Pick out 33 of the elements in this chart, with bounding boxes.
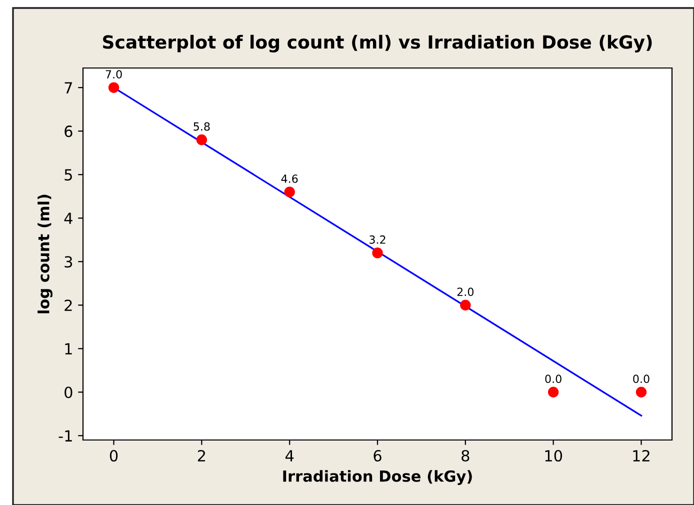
y-tick-label: 6 xyxy=(64,126,72,138)
y-tick-label: 7 xyxy=(64,82,72,94)
x-axis-title: Irradiation Dose (kGy) xyxy=(283,470,472,485)
x-tick-label: 2 xyxy=(198,450,206,462)
data-label: 4.6 xyxy=(281,174,298,183)
y-tick-label: 1 xyxy=(65,343,72,354)
y-tick-label: 3 xyxy=(64,256,72,268)
y-axis-title: log count (ml) xyxy=(38,194,52,314)
x-tick-label: 6 xyxy=(374,450,382,462)
point xyxy=(196,134,208,146)
point xyxy=(108,82,120,93)
data-label: 0.0 xyxy=(633,374,650,384)
data-label: 0.0 xyxy=(545,374,562,384)
y-tick-label: -1 xyxy=(58,430,72,442)
data-label: 5.8 xyxy=(194,122,210,131)
x-tick-label: 12 xyxy=(633,450,650,462)
data-label: 3.2 xyxy=(370,235,386,244)
x-tick-label: 4 xyxy=(285,450,294,462)
point xyxy=(284,186,295,198)
point xyxy=(636,386,647,398)
point xyxy=(372,248,383,258)
x-tick-label: 0 xyxy=(110,450,118,462)
x-tick-label: 10 xyxy=(545,450,562,462)
chart-title: Scatterplot of log count (ml) vs Irradiation Dose (kGy) xyxy=(103,34,652,52)
data-label: 7.0 xyxy=(106,70,122,78)
data-label: 2.0 xyxy=(457,288,474,296)
point xyxy=(460,300,471,310)
point xyxy=(548,386,559,398)
y-tick-label: 2 xyxy=(64,300,72,311)
y-tick-label: 4 xyxy=(64,212,72,224)
y-tick-label: 0 xyxy=(64,386,72,398)
y-tick-label: 5 xyxy=(64,169,72,181)
x-tick-label: 8 xyxy=(462,450,470,462)
